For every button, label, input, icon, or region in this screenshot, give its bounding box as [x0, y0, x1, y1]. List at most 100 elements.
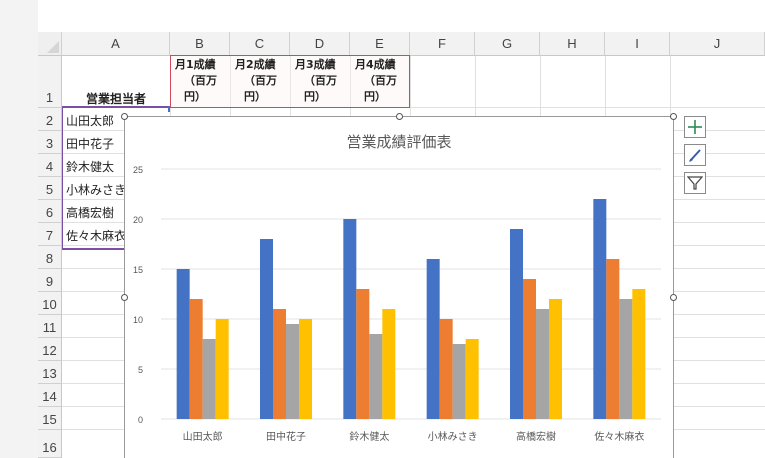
bar [286, 324, 299, 419]
row-header-12[interactable]: 12 [38, 338, 62, 361]
bar [549, 299, 562, 419]
bar [356, 289, 370, 419]
row-header-1[interactable]: 1 [38, 56, 62, 108]
x-tick-label: 小林みさき [428, 430, 478, 443]
x-tick-label: 高橋宏樹 [516, 430, 556, 443]
select-all-corner[interactable] [38, 32, 62, 56]
row-header-9[interactable]: 9 [38, 269, 62, 292]
cell-e1-line1: 月4成績 [355, 58, 396, 71]
cell-b1-line3: 円） [184, 90, 206, 103]
cell-c1-line3: 円） [244, 90, 266, 103]
cell-d1-line2: （百万 [304, 74, 337, 87]
resize-handle-top[interactable] [396, 113, 403, 120]
cell-a2[interactable]: 山田太郎 [66, 114, 115, 128]
row-header-4[interactable]: 4 [38, 154, 62, 177]
bar [202, 339, 216, 419]
chart-filters-button[interactable] [684, 172, 706, 194]
row-header-2[interactable]: 2 [38, 108, 62, 131]
cell-d1-line1: 月3成績 [295, 58, 336, 71]
brush-icon [689, 149, 701, 162]
chart-plot: 0 5 10 15 20 25 山田太郎 田中花子 鈴木健太 小林みさき 高橋宏樹 佐々木麻衣 [133, 165, 661, 443]
x-tick-label: 山田太郎 [183, 430, 223, 443]
column-header-a[interactable]: A [62, 32, 170, 56]
bar [452, 344, 466, 419]
cell-a4[interactable]: 鈴木健太 [66, 160, 115, 174]
y-tick-label: 25 [133, 165, 143, 175]
chart-area[interactable]: 営業成績評価表 0 5 10 15 20 25 山田太郎 田中花子 鈴木健太 小林みさき 高橋宏樹 佐… [124, 116, 674, 458]
row-header-13[interactable]: 13 [38, 361, 62, 384]
chart-title[interactable]: 営業成績評価表 [346, 133, 452, 151]
row-header-3[interactable]: 3 [38, 131, 62, 154]
chart-styles-button[interactable] [684, 144, 706, 166]
bar [273, 309, 286, 419]
column-header-i[interactable]: I [605, 32, 670, 56]
cell-d1-line3: 円） [304, 90, 326, 103]
cell-c1-line2: （百万 [244, 74, 277, 87]
column-header-g[interactable]: G [475, 32, 540, 56]
row-header-5[interactable]: 5 [38, 177, 62, 200]
chart-elements-button[interactable] [684, 116, 706, 138]
row-header-11[interactable]: 11 [38, 315, 62, 338]
column-header-f[interactable]: F [410, 32, 475, 56]
plus-icon [688, 120, 702, 134]
cell-e1-line3: 円） [364, 90, 386, 103]
resize-handle-top-right[interactable] [670, 113, 677, 120]
cell-c1-line1: 月2成績 [235, 58, 276, 71]
cell-b1-line1: 月1成績 [175, 58, 216, 71]
cell-e1-line2: （百万 [364, 74, 397, 87]
cell-a6[interactable]: 高橋宏樹 [66, 206, 115, 220]
bar [632, 289, 646, 419]
cell-a3[interactable]: 田中花子 [66, 137, 115, 151]
row-header-15[interactable]: 15 [38, 407, 62, 430]
bar [593, 199, 607, 419]
bar [439, 319, 453, 419]
selected-range-months [170, 55, 410, 108]
resize-handle-left[interactable] [121, 294, 128, 301]
resize-handle-top-left[interactable] [121, 113, 128, 120]
bar [536, 309, 549, 419]
x-tick-label: 田中花子 [266, 430, 306, 443]
cell-c1[interactable]: 月2成績 （百万 円） [230, 56, 290, 108]
filter-icon [687, 176, 703, 190]
bar [426, 259, 440, 419]
column-header-d[interactable]: D [290, 32, 350, 56]
y-tick-label: 5 [138, 365, 143, 375]
bar [176, 269, 190, 419]
row-header-6[interactable]: 6 [38, 200, 62, 223]
bar [260, 239, 273, 419]
left-margin [0, 0, 38, 458]
row-header-10[interactable]: 10 [38, 292, 62, 315]
bar [606, 259, 620, 419]
bar [465, 339, 479, 419]
cell-d1[interactable]: 月3成績 （百万 円） [290, 56, 350, 108]
column-header-c[interactable]: C [230, 32, 290, 56]
row-header-14[interactable]: 14 [38, 384, 62, 407]
resize-handle-right[interactable] [670, 294, 677, 301]
range-indicator [168, 106, 170, 112]
column-header-e[interactable]: E [350, 32, 410, 56]
bar [343, 219, 357, 419]
cell-a1[interactable]: 営業担当者 [85, 92, 146, 106]
cell-a5[interactable]: 小林みさき [66, 183, 124, 197]
bar [619, 299, 633, 419]
cell-b1[interactable]: 月1成績 （百万 円） [170, 56, 230, 108]
gridline [62, 107, 765, 108]
cell-e1[interactable]: 月4成績 （百万 円） [350, 56, 410, 108]
row-header-16[interactable]: 16 [38, 430, 62, 458]
x-tick-label: 鈴木健太 [349, 430, 389, 443]
y-tick-label: 15 [133, 265, 143, 275]
bar [510, 229, 523, 419]
bar [299, 319, 312, 419]
x-tick-label: 佐々木麻衣 [594, 430, 644, 443]
column-header-j[interactable]: J [670, 32, 765, 56]
column-header-h[interactable]: H [540, 32, 605, 56]
selected-range-names [62, 106, 170, 250]
column-header-b[interactable]: B [170, 32, 230, 56]
y-tick-label: 20 [133, 215, 143, 225]
cell-a7[interactable]: 佐々木麻衣 [66, 229, 124, 243]
row-header-8[interactable]: 8 [38, 246, 62, 269]
bar [215, 319, 229, 419]
row-header-7[interactable]: 7 [38, 223, 62, 246]
bar [523, 279, 536, 419]
